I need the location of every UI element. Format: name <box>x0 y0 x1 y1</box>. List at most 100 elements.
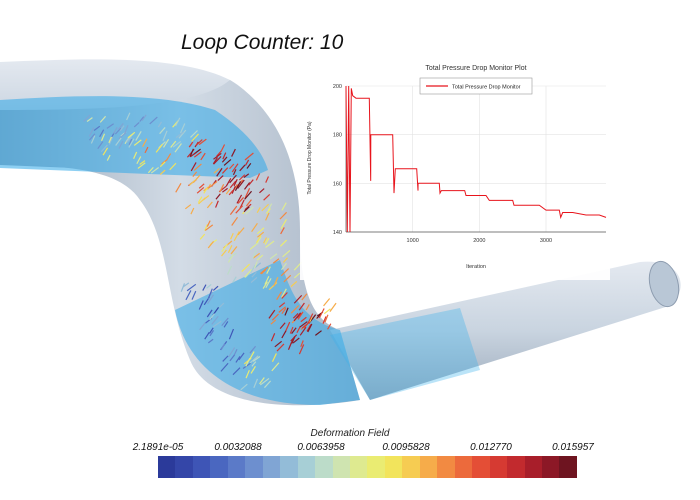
vector-glyph <box>150 167 160 174</box>
vector-glyph <box>174 143 182 153</box>
vector-glyph <box>245 272 251 278</box>
y-tick-label: 160 <box>333 181 342 187</box>
vector-glyph <box>262 281 268 289</box>
vector-glyph <box>222 355 229 362</box>
vector-glyph <box>126 112 131 121</box>
vector-glyph <box>86 117 93 122</box>
vector-glyph <box>194 139 200 146</box>
vector-glyph <box>113 127 118 134</box>
colorbar-segment <box>454 456 473 478</box>
vector-glyph <box>206 309 213 318</box>
vector-glyph <box>298 302 305 311</box>
vector-glyph <box>207 338 214 344</box>
vector-glyph <box>237 227 245 236</box>
vector-glyph <box>245 206 254 215</box>
vector-glyph <box>232 367 241 376</box>
vector-glyph <box>251 361 257 367</box>
vector-glyph <box>324 314 329 323</box>
vector-glyph <box>216 167 223 177</box>
vector-glyph <box>249 355 259 364</box>
colorbar-segment <box>192 456 211 478</box>
vector-glyph <box>259 188 265 194</box>
vector-glyph <box>88 127 95 137</box>
vector-glyph <box>307 323 313 333</box>
vector-glyph <box>244 190 253 200</box>
vector-glyph <box>259 266 269 275</box>
vector-glyph <box>299 326 307 336</box>
vector-glyph <box>83 114 91 122</box>
vector-glyph <box>281 330 287 339</box>
vector-glyph <box>264 237 270 245</box>
vector-glyph <box>266 266 271 274</box>
vector-glyph <box>269 253 278 260</box>
vector-glyph <box>175 183 182 193</box>
vector-glyph <box>290 305 300 314</box>
vector-glyph <box>196 186 205 194</box>
vector-glyph <box>283 274 292 283</box>
vector-glyph <box>188 141 194 148</box>
colorbar-segment <box>245 456 263 478</box>
vector-glyph <box>244 152 254 161</box>
vector-glyph <box>271 313 279 321</box>
vector-glyph <box>133 122 140 128</box>
vector-glyph <box>216 150 222 157</box>
loop-counter-label: Loop Counter: 10 <box>181 31 344 54</box>
vector-glyph <box>126 137 133 143</box>
colorbar-tick-label: 0.0095828 <box>382 442 430 453</box>
vector-glyph <box>306 324 312 332</box>
vector-glyph <box>170 140 177 148</box>
vector-glyph <box>197 196 203 203</box>
vector-glyph <box>190 130 198 138</box>
pipe-lower-section <box>330 261 681 400</box>
colorbar-segment <box>541 456 560 478</box>
vector-glyph <box>228 347 236 358</box>
vector-glyph <box>265 212 270 221</box>
vector-glyph <box>300 316 307 323</box>
colorbar-segment <box>332 456 350 478</box>
vector-glyph <box>159 169 166 175</box>
vector-glyph <box>298 344 305 355</box>
vector-glyph <box>253 378 259 389</box>
vector-glyph <box>136 156 142 165</box>
y-tick-label: 200 <box>333 84 342 90</box>
vector-glyph <box>213 156 222 165</box>
x-tick-label: 3000 <box>540 238 552 244</box>
vector-glyph <box>220 144 226 153</box>
plot-legend: Total Pressure Drop Monitor <box>419 77 533 95</box>
x-axis-label: Iteration <box>466 264 486 270</box>
vector-glyph <box>133 151 138 160</box>
vector-glyph <box>291 327 297 334</box>
vector-glyph <box>293 312 302 322</box>
vector-glyph <box>285 321 291 332</box>
vector-glyph <box>202 195 210 201</box>
vector-glyph <box>248 351 255 361</box>
vector-glyph <box>227 254 234 263</box>
vector-glyph <box>233 349 238 357</box>
vector-glyph <box>292 337 300 344</box>
vector-glyph <box>229 163 235 170</box>
vector-glyph <box>271 362 280 372</box>
vector-glyph <box>238 352 245 361</box>
vector-glyph <box>127 131 136 139</box>
vector-glyph <box>223 159 232 166</box>
x-tick-label: 1000 <box>407 238 419 244</box>
vector-glyph <box>307 313 314 324</box>
vector-glyph <box>249 345 257 354</box>
vector-glyph <box>206 294 214 305</box>
vector-glyph <box>231 216 239 226</box>
vector-glyph <box>223 321 229 328</box>
vector-glyph <box>279 322 286 330</box>
vector-glyph <box>203 187 208 194</box>
vector-glyph <box>213 152 222 160</box>
vector-glyph <box>232 169 237 176</box>
vector-glyph <box>133 139 142 146</box>
vector-glyph <box>281 262 287 271</box>
vector-glyph <box>318 308 325 319</box>
vector-glyph <box>232 276 237 283</box>
vector-glyph <box>252 249 257 259</box>
vector-glyph <box>278 306 287 313</box>
vector-glyph <box>270 333 276 342</box>
deformation-vector-field <box>83 112 337 391</box>
vector-glyph <box>254 261 258 269</box>
vector-glyph <box>190 151 197 158</box>
